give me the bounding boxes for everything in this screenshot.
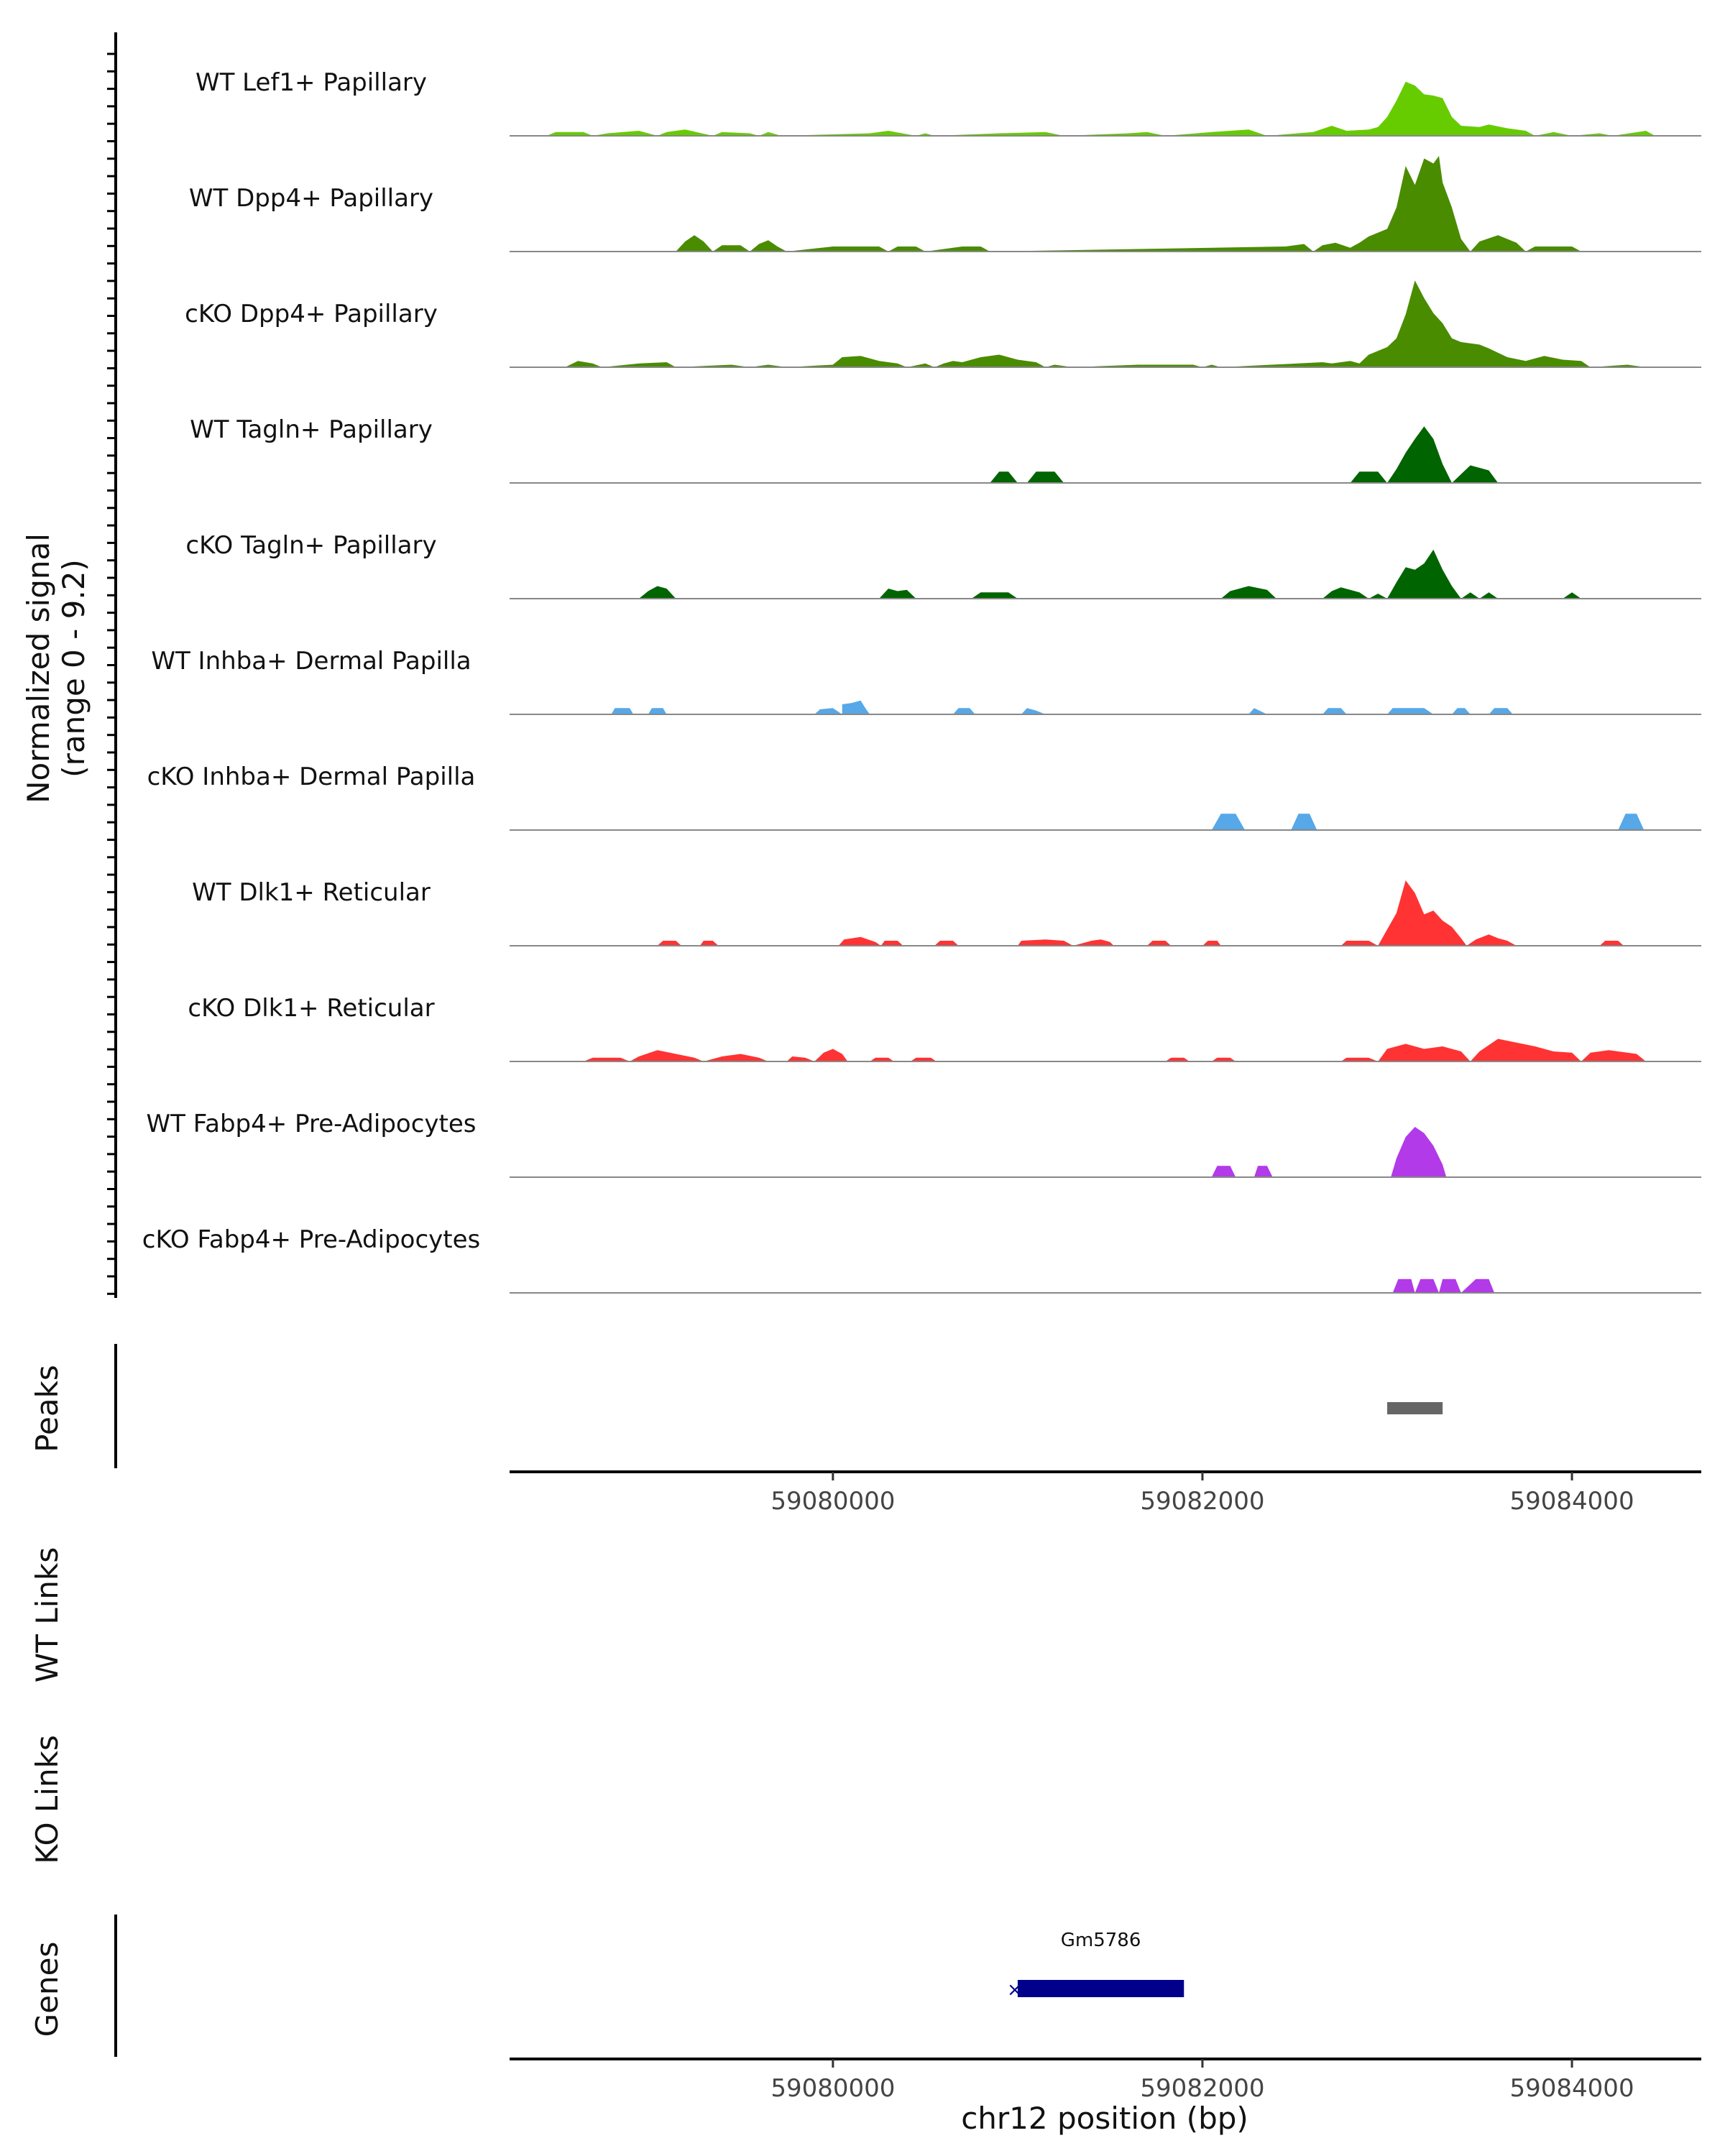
track-label: cKO Dpp4+ Papillary bbox=[185, 300, 438, 328]
track-signal-area bbox=[518, 81, 1655, 136]
x-tick-label: 59080000 bbox=[770, 1487, 895, 1516]
track-signal-area bbox=[518, 1038, 1646, 1061]
track-label: WT Fabp4+ Pre-Adipocytes bbox=[147, 1110, 477, 1138]
track-4: WT Tagln+ Papillary bbox=[190, 415, 1701, 484]
track-signal-area bbox=[518, 1127, 1447, 1177]
gene-strand-marker: × bbox=[1007, 1979, 1023, 2001]
track-label: WT Dpp4+ Papillary bbox=[189, 184, 433, 213]
track-3: cKO Dpp4+ Papillary bbox=[185, 280, 1701, 368]
signal-tracks: WT Lef1+ Papillary WT Dpp4+ Papillary cKO … bbox=[142, 68, 1701, 1294]
gene-label: Gm5786 bbox=[1061, 1930, 1141, 1951]
track-label: cKO Inhba+ Dermal Papilla bbox=[147, 763, 476, 791]
track-8: WT Dlk1+ Reticular bbox=[192, 878, 1701, 946]
track-signal-area bbox=[518, 549, 1581, 599]
track-10: WT Fabp4+ Pre-Adipocytes bbox=[147, 1110, 1701, 1178]
track-signal-area bbox=[518, 156, 1581, 252]
x-tick-label: 59084000 bbox=[1510, 2074, 1634, 2103]
track-11: cKO Fabp4+ Pre-Adipocytes bbox=[142, 1225, 1701, 1294]
track-9: cKO Dlk1+ Reticular bbox=[188, 994, 1701, 1062]
track-6: WT Inhba+ Dermal Papilla bbox=[151, 647, 1701, 715]
signal-axis-ticks bbox=[107, 52, 116, 1295]
track-signal-area bbox=[518, 426, 1499, 483]
track-label: WT Dlk1+ Reticular bbox=[192, 878, 431, 907]
track-5: cKO Tagln+ Papillary bbox=[185, 531, 1701, 599]
track-signal-area bbox=[518, 700, 1513, 714]
x-tick-label: 59084000 bbox=[1510, 1487, 1634, 1516]
track-signal-area bbox=[518, 880, 1624, 946]
genes-x-axis-ticks: 59080000 59082000 59084000 bbox=[770, 2059, 1634, 2103]
peaks-x-axis-ticks: 59080000 59082000 59084000 bbox=[770, 1472, 1634, 1516]
genes-track: × Gm5786 bbox=[1007, 1930, 1184, 2001]
peak-bar bbox=[1387, 1402, 1443, 1414]
x-axis-title: chr12 position (bp) bbox=[961, 2101, 1248, 2136]
peaks-panel-label: Peaks bbox=[29, 1365, 65, 1452]
track-label: cKO Fabp4+ Pre-Adipocytes bbox=[142, 1225, 481, 1254]
signal-axis-title-line-1: Normalized signal bbox=[21, 533, 56, 803]
x-tick-label: 59080000 bbox=[770, 2074, 895, 2103]
track-2: WT Dpp4+ Papillary bbox=[189, 156, 1701, 252]
track-7: cKO Inhba+ Dermal Papilla bbox=[147, 763, 1701, 831]
track-signal-area bbox=[518, 814, 1644, 830]
track-signal-area bbox=[518, 280, 1646, 367]
track-signal-area bbox=[518, 1279, 1495, 1293]
genes-panel-label: Genes bbox=[29, 1942, 65, 2037]
wt-links-label: WT Links bbox=[29, 1547, 65, 1682]
track-label: WT Inhba+ Dermal Papilla bbox=[151, 647, 471, 676]
track-label: WT Lef1+ Papillary bbox=[196, 68, 427, 97]
track-label: cKO Tagln+ Papillary bbox=[185, 531, 436, 560]
track-1: WT Lef1+ Papillary bbox=[196, 68, 1701, 137]
ko-links-label: KO Links bbox=[29, 1735, 65, 1864]
x-tick-label: 59082000 bbox=[1140, 2074, 1264, 2103]
peaks-track bbox=[1387, 1402, 1443, 1414]
signal-axis-title-line-2: (range 0 - 9.2) bbox=[56, 559, 91, 778]
gene-body bbox=[1017, 1980, 1184, 1997]
x-tick-label: 59082000 bbox=[1140, 1487, 1264, 1516]
track-label: WT Tagln+ Papillary bbox=[190, 415, 433, 444]
track-label: cKO Dlk1+ Reticular bbox=[188, 994, 434, 1023]
